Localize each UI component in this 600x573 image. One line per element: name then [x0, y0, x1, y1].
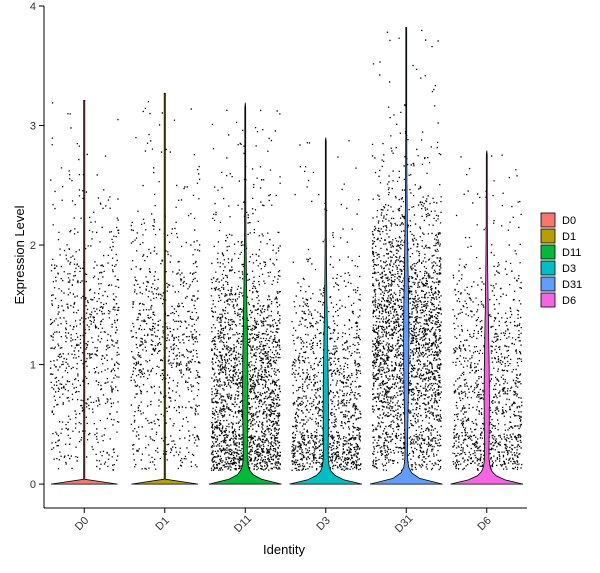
- y-axis-label: Expression Level: [12, 205, 27, 304]
- x-axis-label: Identity: [263, 542, 305, 557]
- violin-D31: [369, 27, 443, 485]
- violin-D3: [289, 137, 363, 485]
- violins-layer: [50, 27, 524, 485]
- violin-D1: [131, 92, 199, 485]
- legend-key-D6: [540, 292, 556, 308]
- legend: D0 D1 D11 D3 D31 D6: [540, 212, 582, 308]
- jitter-points-D0: [49, 102, 120, 471]
- jitter-points-D3: [291, 140, 362, 471]
- y-tick-label-1: 1: [30, 360, 36, 372]
- legend-label-D31: D31: [562, 279, 582, 291]
- violin-D11: [208, 102, 282, 485]
- jitter-points-D11: [210, 109, 281, 471]
- legend-label-D1: D1: [562, 231, 576, 243]
- x-tick-label-D31: D31: [393, 512, 416, 535]
- legend-key-D0: [540, 212, 556, 228]
- x-tick-label-D3: D3: [314, 515, 332, 533]
- legend-key-D11: [540, 244, 556, 260]
- legend-key-D1: [540, 228, 556, 244]
- y-tick-label-4: 4: [30, 1, 36, 13]
- y-tick-label-2: 2: [30, 240, 36, 252]
- jitter-points-D6: [452, 154, 523, 471]
- jitter-points-layer: [49, 29, 523, 471]
- y-tick-label-0: 0: [30, 479, 36, 491]
- x-tick-label-D11: D11: [232, 513, 254, 535]
- legend-label-D6: D6: [562, 295, 576, 307]
- violin-D6: [450, 150, 524, 485]
- y-tick-label-3: 3: [30, 121, 36, 133]
- violin-D0: [50, 100, 118, 485]
- legend-label-D0: D0: [562, 215, 576, 227]
- x-tick-label-D6: D6: [475, 515, 493, 533]
- legend-key-D3: [540, 260, 556, 276]
- legend-label-D3: D3: [562, 263, 576, 275]
- x-tick-label-D1: D1: [153, 515, 171, 533]
- legend-label-D11: D11: [562, 247, 581, 259]
- x-tick-label-D0: D0: [73, 515, 91, 533]
- legend-key-D31: [540, 276, 556, 292]
